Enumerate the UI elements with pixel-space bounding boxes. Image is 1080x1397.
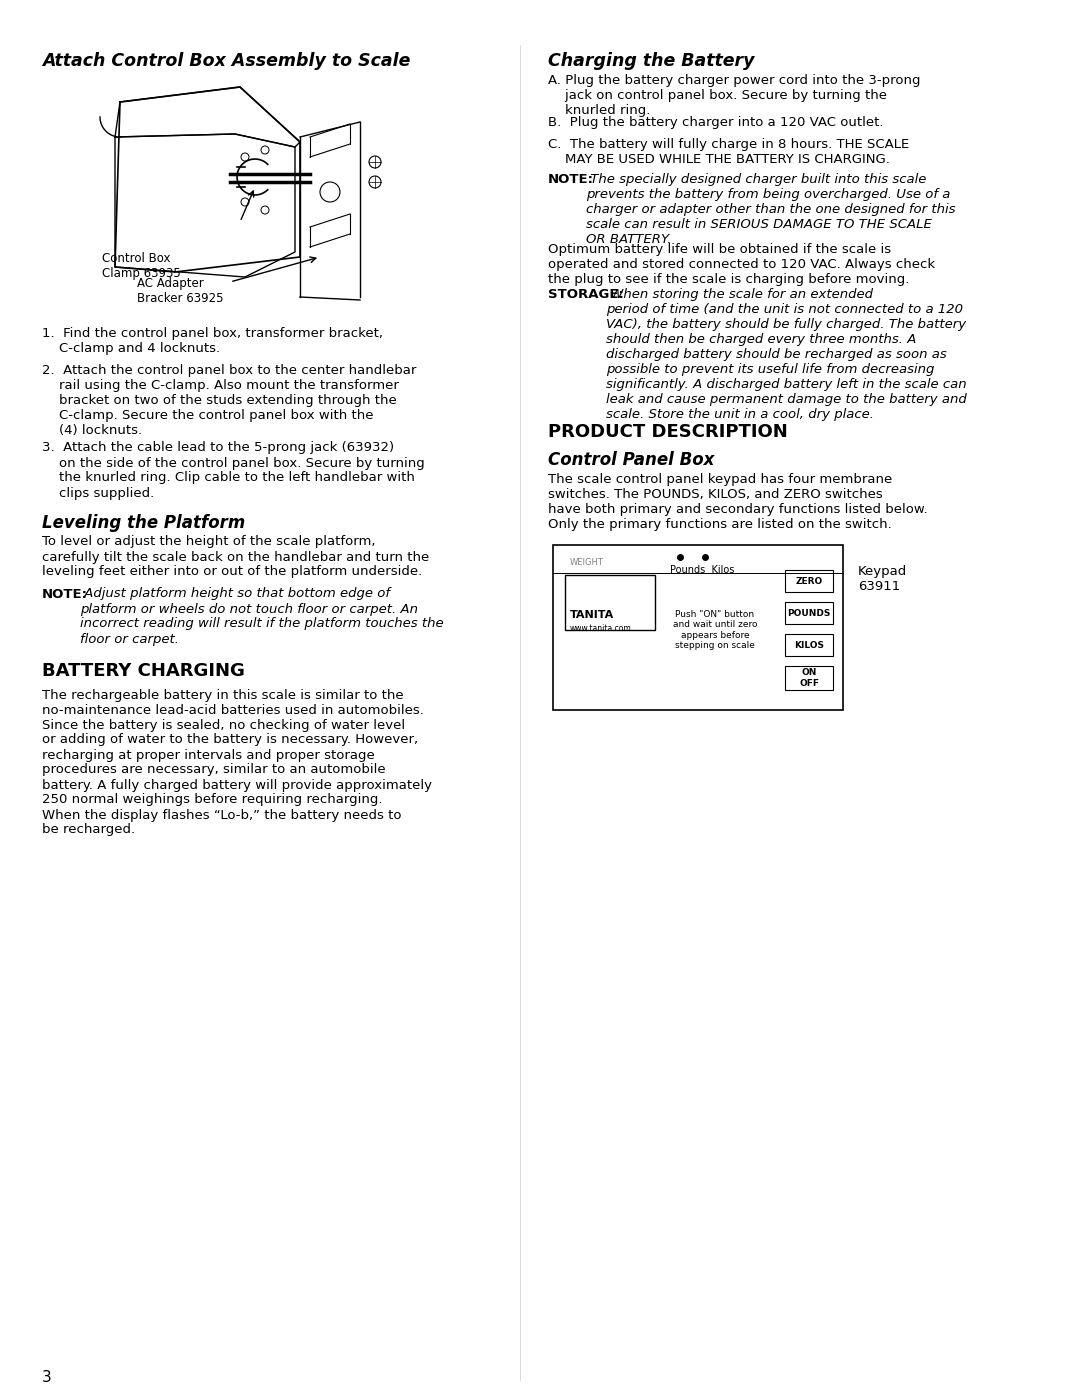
Text: BATTERY CHARGING: BATTERY CHARGING xyxy=(42,662,245,680)
Bar xyxy=(785,570,833,592)
Text: Control Panel Box: Control Panel Box xyxy=(548,451,714,469)
Text: ZERO: ZERO xyxy=(795,577,823,585)
Text: Attach Control Box Assembly to Scale: Attach Control Box Assembly to Scale xyxy=(42,52,410,70)
Text: KILOS: KILOS xyxy=(794,640,824,650)
Text: B.  Plug the battery charger into a 120 VAC outlet.: B. Plug the battery charger into a 120 V… xyxy=(548,116,883,129)
Text: Pounds  Kilos: Pounds Kilos xyxy=(670,564,734,576)
Text: STORAGE:: STORAGE: xyxy=(548,288,624,300)
Text: WEIGHT: WEIGHT xyxy=(570,557,604,567)
Bar xyxy=(785,666,833,690)
Text: Push "ON" button
and wait until zero
appears before
stepping on scale: Push "ON" button and wait until zero app… xyxy=(673,610,757,650)
Bar xyxy=(785,602,833,624)
Text: Control Box
Clamp 63935: Control Box Clamp 63935 xyxy=(102,251,180,279)
Text: Optimum battery life will be obtained if the scale is
operated and stored connec: Optimum battery life will be obtained if… xyxy=(548,243,935,286)
Text: POUNDS: POUNDS xyxy=(787,609,831,617)
Text: C.  The battery will fully charge in 8 hours. THE SCALE
    MAY BE USED WHILE TH: C. The battery will fully charge in 8 ho… xyxy=(548,138,909,166)
Text: Keypad
63911: Keypad 63911 xyxy=(858,564,907,592)
Text: Adjust platform height so that bottom edge of
platform or wheels do not touch fl: Adjust platform height so that bottom ed… xyxy=(80,588,444,645)
Text: The rechargeable battery in this scale is similar to the
no-maintenance lead-aci: The rechargeable battery in this scale i… xyxy=(42,689,432,837)
Text: The specially designed charger built into this scale
prevents the battery from b: The specially designed charger built int… xyxy=(586,173,956,246)
Text: NOTE:: NOTE: xyxy=(548,173,594,186)
Text: 1.  Find the control panel box, transformer bracket,
    C-clamp and 4 locknuts.: 1. Find the control panel box, transform… xyxy=(42,327,383,355)
Text: 3: 3 xyxy=(42,1370,52,1384)
Text: When storing the scale for an extended
period of time (and the unit is not conne: When storing the scale for an extended p… xyxy=(606,288,967,420)
Text: 3.  Attach the cable lead to the 5-prong jack (63932)
    on the side of the con: 3. Attach the cable lead to the 5-prong … xyxy=(42,441,424,500)
Text: The scale control panel keypad has four membrane
switches. The POUNDS, KILOS, an: The scale control panel keypad has four … xyxy=(548,474,928,531)
Text: ON
OFF: ON OFF xyxy=(799,668,819,687)
Text: To level or adjust the height of the scale platform,
carefully tilt the scale ba: To level or adjust the height of the sca… xyxy=(42,535,429,578)
Bar xyxy=(785,634,833,657)
Bar xyxy=(565,576,654,630)
Text: Charging the Battery: Charging the Battery xyxy=(548,52,755,70)
Text: A. Plug the battery charger power cord into the 3-prong
    jack on control pane: A. Plug the battery charger power cord i… xyxy=(548,74,920,117)
FancyBboxPatch shape xyxy=(553,545,843,710)
Text: TAΝITA: TAΝITA xyxy=(570,610,615,620)
Text: 2.  Attach the control panel box to the center handlebar
    rail using the C-cl: 2. Attach the control panel box to the c… xyxy=(42,365,417,437)
Text: NOTE:: NOTE: xyxy=(42,588,87,601)
Text: PRODUCT DESCRIPTION: PRODUCT DESCRIPTION xyxy=(548,423,787,441)
Text: AC Adapter
Bracker 63925: AC Adapter Bracker 63925 xyxy=(137,277,224,305)
Text: Leveling the Platform: Leveling the Platform xyxy=(42,514,245,531)
Text: www.tanita.com: www.tanita.com xyxy=(570,624,632,633)
